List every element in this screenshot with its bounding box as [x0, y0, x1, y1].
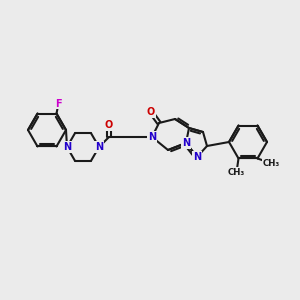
Text: F: F [55, 98, 62, 109]
Text: N: N [63, 142, 71, 152]
Text: O: O [105, 120, 113, 130]
Text: N: N [193, 152, 201, 162]
Text: CH₃: CH₃ [263, 159, 280, 168]
Text: N: N [148, 132, 156, 142]
Text: CH₃: CH₃ [228, 168, 245, 177]
Text: O: O [147, 107, 155, 117]
Text: N: N [182, 138, 190, 148]
Text: N: N [95, 142, 103, 152]
